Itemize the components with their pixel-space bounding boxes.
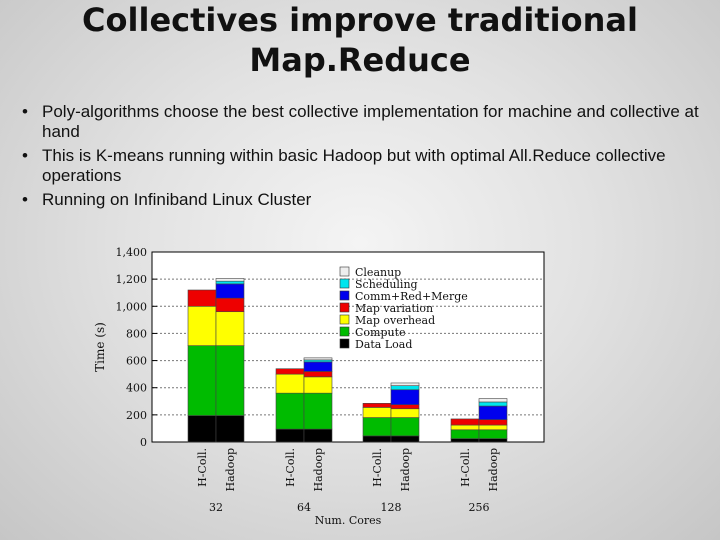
bullet-item: Poly-algorithms choose the best collecti… [18, 102, 708, 142]
legend-swatch [339, 278, 350, 289]
bar-segment [362, 403, 392, 408]
bullet-item: This is K-means running within basic Had… [18, 146, 708, 186]
bar-segment [303, 392, 333, 430]
bar-segment [362, 435, 392, 443]
bar-label: H-Coll. [284, 448, 297, 487]
bullet-list: Poly-algorithms choose the best collecti… [18, 102, 708, 214]
bar-label: Hadoop [312, 448, 325, 491]
y-tick-label: 600 [126, 355, 147, 368]
y-axis-label: Time (s) [93, 322, 107, 372]
bar-segment [390, 417, 420, 437]
bar-segment [390, 382, 420, 386]
bar-label: Hadoop [487, 448, 500, 491]
bar-segment [215, 278, 245, 282]
legend-swatch [339, 302, 350, 313]
bar-segment [215, 280, 245, 285]
y-tick-label: 1,400 [116, 246, 148, 259]
group-label: 256 [469, 501, 490, 514]
bar-segment [450, 424, 480, 431]
bar-segment [450, 438, 480, 443]
legend-label: Map variation [355, 302, 433, 315]
bar-segment [187, 305, 217, 346]
y-tick-label: 0 [140, 436, 147, 449]
bar-segment [478, 429, 508, 439]
bar-segment [362, 417, 392, 437]
bar-segment [478, 401, 508, 407]
y-tick-label: 400 [126, 382, 147, 395]
bar-segment [303, 371, 333, 378]
bar-segment [362, 407, 392, 418]
bar-segment [215, 311, 245, 346]
y-tick-label: 800 [126, 327, 147, 340]
bar-segment [303, 359, 333, 363]
bar-label: Hadoop [399, 448, 412, 491]
slide-title-line-2: Map.Reduce [249, 41, 471, 79]
legend-label: Map overhead [355, 314, 435, 327]
bar-segment [478, 424, 508, 431]
bar-segment [390, 408, 420, 418]
x-axis-label: Num. Cores [315, 514, 382, 527]
bullet-item: Running on Infiniband Linux Cluster [18, 190, 708, 210]
legend-swatch [339, 326, 350, 337]
bar-label: Hadoop [224, 448, 237, 491]
bar-segment [450, 418, 480, 426]
bar-segment [390, 385, 420, 391]
bar-segment [215, 415, 245, 443]
bar-segment [450, 429, 480, 439]
bar-segment [390, 404, 420, 410]
bar-segment [275, 392, 305, 430]
legend-swatch [339, 266, 350, 277]
bar-label: H-Coll. [196, 448, 209, 487]
slide-title: Collectives improve traditional Map.Redu… [60, 0, 660, 80]
bar-label: H-Coll. [459, 448, 472, 487]
bar-segment [215, 345, 245, 416]
bar-segment [390, 435, 420, 443]
bar-segment [390, 389, 420, 405]
y-tick-label: 1,200 [116, 273, 148, 286]
bar-segment [478, 405, 508, 420]
bar-segment [187, 289, 217, 307]
slide-title-line-1: Collectives improve traditional [82, 1, 638, 39]
bar-segment [215, 283, 245, 299]
bar-segment [478, 438, 508, 443]
bar-segment [275, 368, 305, 375]
legend-label: Data Load [355, 338, 412, 351]
group-label: 64 [297, 501, 311, 514]
legend-label: Cleanup [355, 266, 401, 279]
bar-label: H-Coll. [371, 448, 384, 487]
legend-swatch [339, 314, 350, 325]
bar-segment [303, 361, 333, 372]
legend-swatch [339, 338, 350, 349]
bar-segment [303, 428, 333, 443]
bar-segment [478, 398, 508, 403]
legend-label: Comm+Red+Merge [355, 290, 468, 303]
legend-swatch [339, 290, 350, 301]
bar-segment [303, 357, 333, 361]
legend-label: Scheduling [355, 278, 418, 291]
bar-segment [187, 415, 217, 443]
bar-segment [275, 373, 305, 394]
bar-segment [275, 428, 305, 443]
bar-segment [215, 297, 245, 313]
bar-segment [187, 345, 217, 416]
group-label: 32 [209, 501, 223, 514]
group-label: 128 [381, 501, 402, 514]
bar-segment [478, 419, 508, 426]
legend-label: Compute [355, 326, 406, 339]
bar-segment [303, 376, 333, 394]
y-tick-label: 1,000 [116, 300, 148, 313]
y-tick-label: 200 [126, 409, 147, 422]
